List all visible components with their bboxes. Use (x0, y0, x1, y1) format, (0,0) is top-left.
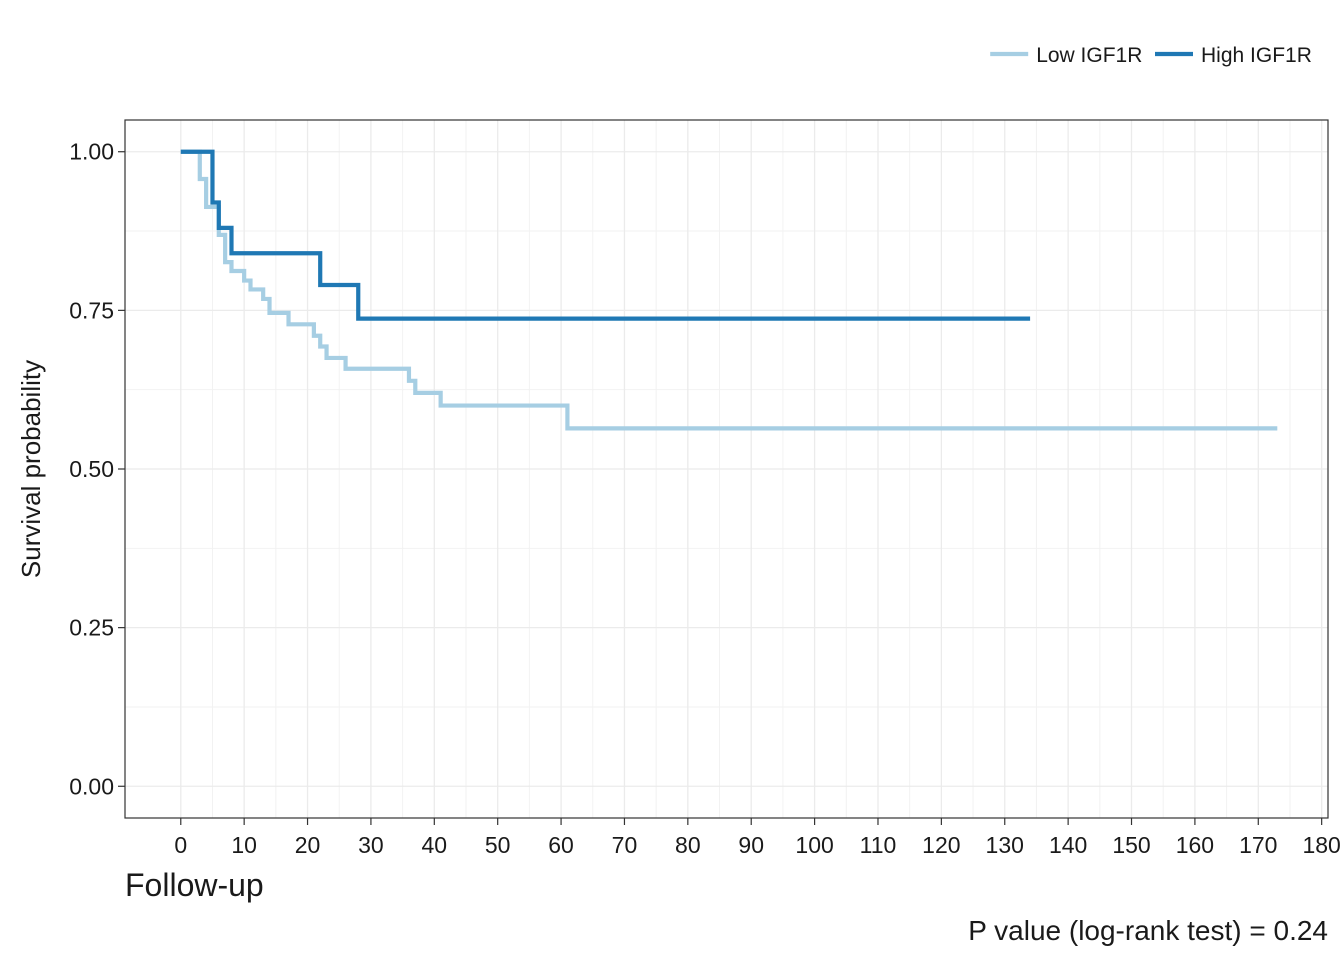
survival-curve-high-igf1r (180, 149, 1031, 321)
x-tick-label: 170 (1239, 832, 1277, 858)
y-axis-label: Survival probability (16, 360, 46, 578)
x-tick-label: 130 (986, 832, 1024, 858)
x-tick-label: 110 (860, 832, 897, 858)
y-axis: 0.00 0.25 0.50 0.75 1.00 (69, 139, 125, 799)
x-tick-label: 30 (358, 832, 384, 858)
x-tick-label: 50 (485, 832, 511, 858)
x-tick-label: 90 (738, 832, 764, 858)
y-tick-label: 0.25 (69, 615, 114, 641)
x-tick-label: 70 (612, 832, 638, 858)
y-tick-label: 0.50 (69, 456, 114, 482)
x-tick-label: 100 (795, 832, 833, 858)
grid-major (125, 120, 1328, 818)
x-tick-label: 150 (1112, 832, 1150, 858)
x-tick-label: 180 (1302, 832, 1340, 858)
x-tick-label: 160 (1176, 832, 1214, 858)
p-value-annotation: P value (log-rank test) = 0.24 (968, 915, 1328, 946)
x-axis-label: Follow-up (125, 867, 264, 903)
x-tick-label: 80 (675, 832, 701, 858)
y-tick-label: 0.00 (69, 773, 114, 799)
y-tick-label: 1.00 (69, 139, 114, 165)
legend-label: Low IGF1R (1036, 44, 1142, 67)
x-tick-label: 10 (231, 832, 257, 858)
legend-label: High IGF1R (1201, 44, 1312, 67)
x-tick-label: 60 (548, 832, 574, 858)
x-tick-label: 40 (422, 832, 448, 858)
x-axis: 0 10 20 30 40 50 60 70 80 90 100 110 120 130 140 150 160… (174, 818, 1341, 858)
legend: High IGF1R Low IGF1R (990, 44, 1312, 67)
series-lines (180, 149, 1278, 431)
survival-curve-low-igf1r (180, 149, 1278, 431)
x-tick-label: 0 (174, 832, 187, 858)
x-tick-label: 140 (1049, 832, 1087, 858)
x-tick-label: 120 (922, 832, 960, 858)
x-tick-label: 20 (295, 832, 321, 858)
y-tick-label: 0.75 (69, 297, 114, 323)
